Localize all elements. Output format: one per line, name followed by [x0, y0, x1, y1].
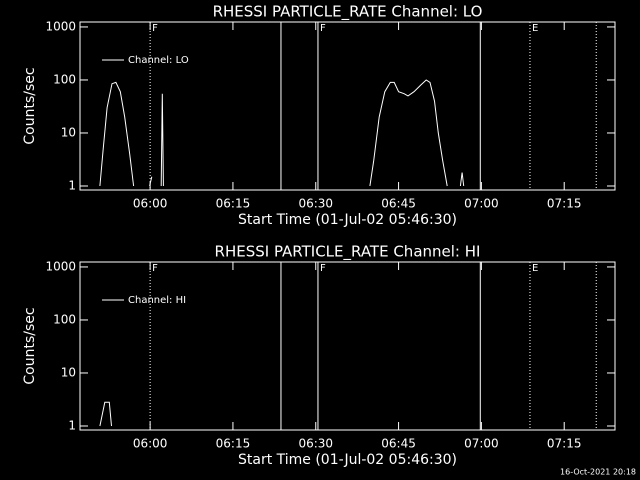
y-tick-label: 1000	[45, 19, 76, 33]
flag-label: F	[152, 263, 158, 274]
y-tick-label: 100	[53, 312, 76, 326]
y-tick-label: 10	[61, 125, 76, 139]
x-tick-label: 06:30	[298, 437, 333, 451]
x-axis-label: Start Time (01-Jul-02 05:46:30)	[238, 452, 457, 468]
flag-label: F	[320, 263, 326, 274]
x-tick-label: 06:00	[133, 197, 168, 211]
data-line	[99, 401, 112, 427]
flag-label: F	[320, 23, 326, 34]
x-tick-label: 06:15	[216, 437, 251, 451]
x-axis-label: Start Time (01-Jul-02 05:46:30)	[238, 212, 457, 228]
flag-label: E	[532, 23, 538, 34]
x-tick-label: 07:00	[464, 437, 499, 451]
y-axis-label: Counts/sec	[22, 307, 38, 384]
plot-frame	[79, 21, 616, 191]
footer-date: 16-Oct-2021 20:18	[560, 468, 636, 477]
y-tick-label: 1	[68, 418, 76, 432]
x-tick-label: 07:15	[547, 197, 582, 211]
chart-title: RHESSI PARTICLE_RATE Channel: HI	[215, 243, 481, 262]
y-tick-label: 100	[53, 72, 76, 86]
y-tick-label: 1000	[45, 259, 76, 273]
flag-label: E	[532, 263, 538, 274]
plot-frame	[79, 261, 616, 431]
legend-label: Channel: LO	[128, 55, 189, 66]
x-tick-label: 06:45	[381, 197, 416, 211]
x-tick-label: 07:00	[464, 197, 499, 211]
data-line	[99, 79, 465, 187]
y-axis-label: Counts/sec	[22, 67, 38, 144]
y-tick-label: 1	[68, 178, 76, 192]
x-tick-label: 06:45	[381, 437, 416, 451]
x-tick-label: 06:30	[298, 197, 333, 211]
x-tick-label: 06:15	[216, 197, 251, 211]
x-tick-label: 06:00	[133, 437, 168, 451]
x-tick-label: 07:15	[547, 437, 582, 451]
legend-label: Channel: HI	[128, 295, 186, 306]
flag-label: F	[152, 23, 158, 34]
chart-title: RHESSI PARTICLE_RATE Channel: LO	[213, 3, 483, 22]
y-tick-label: 10	[61, 365, 76, 379]
